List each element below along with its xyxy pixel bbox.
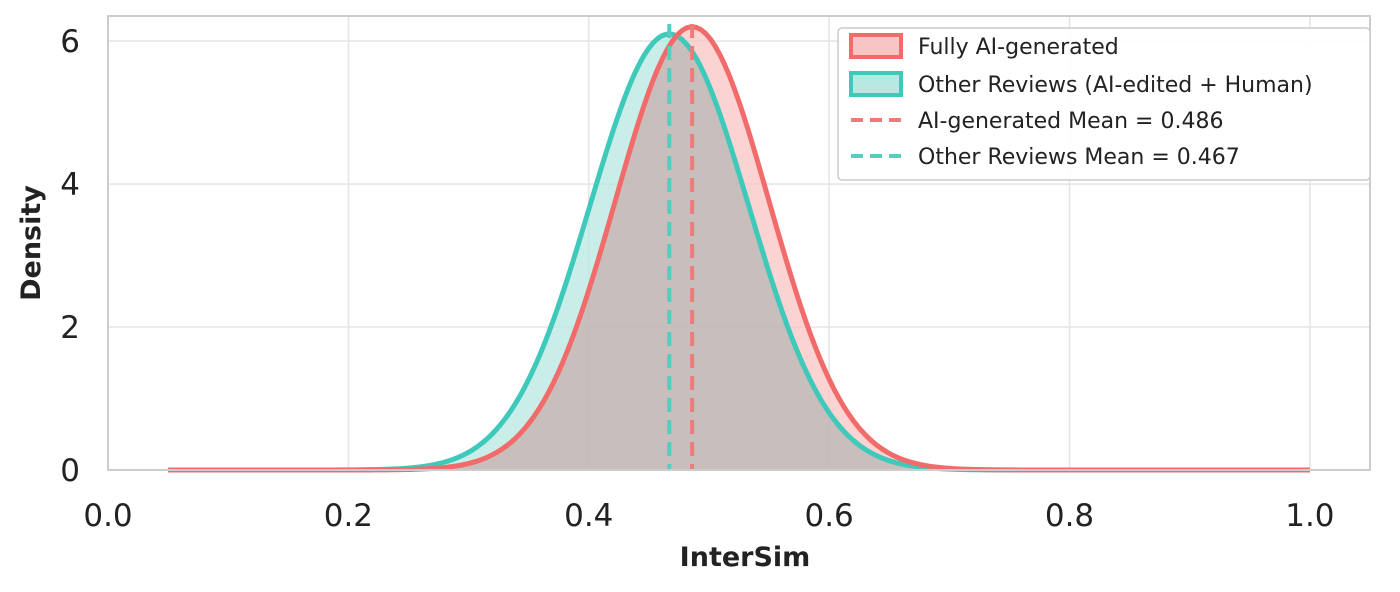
legend-entry-other-mean-label: Other Reviews Mean = 0.467 (918, 145, 1240, 170)
legend-entry-ai-generated-swatch (849, 33, 903, 59)
mean-line-layer (667, 24, 695, 470)
x-tick-label: 0.6 (804, 498, 853, 534)
y-axis-title: Density (16, 185, 47, 301)
density-overlap-area (168, 36, 1310, 470)
y-tick-label: 6 (60, 24, 80, 60)
x-tick-label: 1.0 (1285, 498, 1334, 534)
x-tick-label: 0.8 (1045, 498, 1094, 534)
tick-label-layer: 0.0 0.2 0.4 0.6 0.8 1.0 0 2 4 6 (60, 24, 1334, 534)
x-tick-label: 0.2 (324, 498, 373, 534)
x-axis-title: InterSim (680, 542, 811, 573)
y-tick-label: 2 (60, 310, 80, 346)
plot-frame (107, 15, 1371, 471)
y-tick-label: 4 (60, 167, 80, 203)
legend-box (837, 27, 1371, 181)
legend-entry-other-reviews-swatch (849, 71, 903, 97)
legend: Fully AI-generated Other Reviews (AI-edit… (837, 27, 1371, 181)
legend-entries: Fully AI-generated Other Reviews (AI-edit… (849, 33, 1313, 170)
x-tick-label: 0.0 (83, 498, 132, 534)
y-tick-label: 0 (60, 453, 80, 489)
x-tick-label: 0.4 (564, 498, 613, 534)
legend-entry-other-reviews-label: Other Reviews (AI-edited + Human) (918, 73, 1313, 98)
legend-entry-ai-mean-label: AI-generated Mean = 0.486 (918, 109, 1223, 134)
density-fill-layer (168, 26, 1310, 471)
legend-entry-ai-generated-label: Fully AI-generated (918, 35, 1119, 60)
density-area-ai-generated (168, 26, 1310, 471)
